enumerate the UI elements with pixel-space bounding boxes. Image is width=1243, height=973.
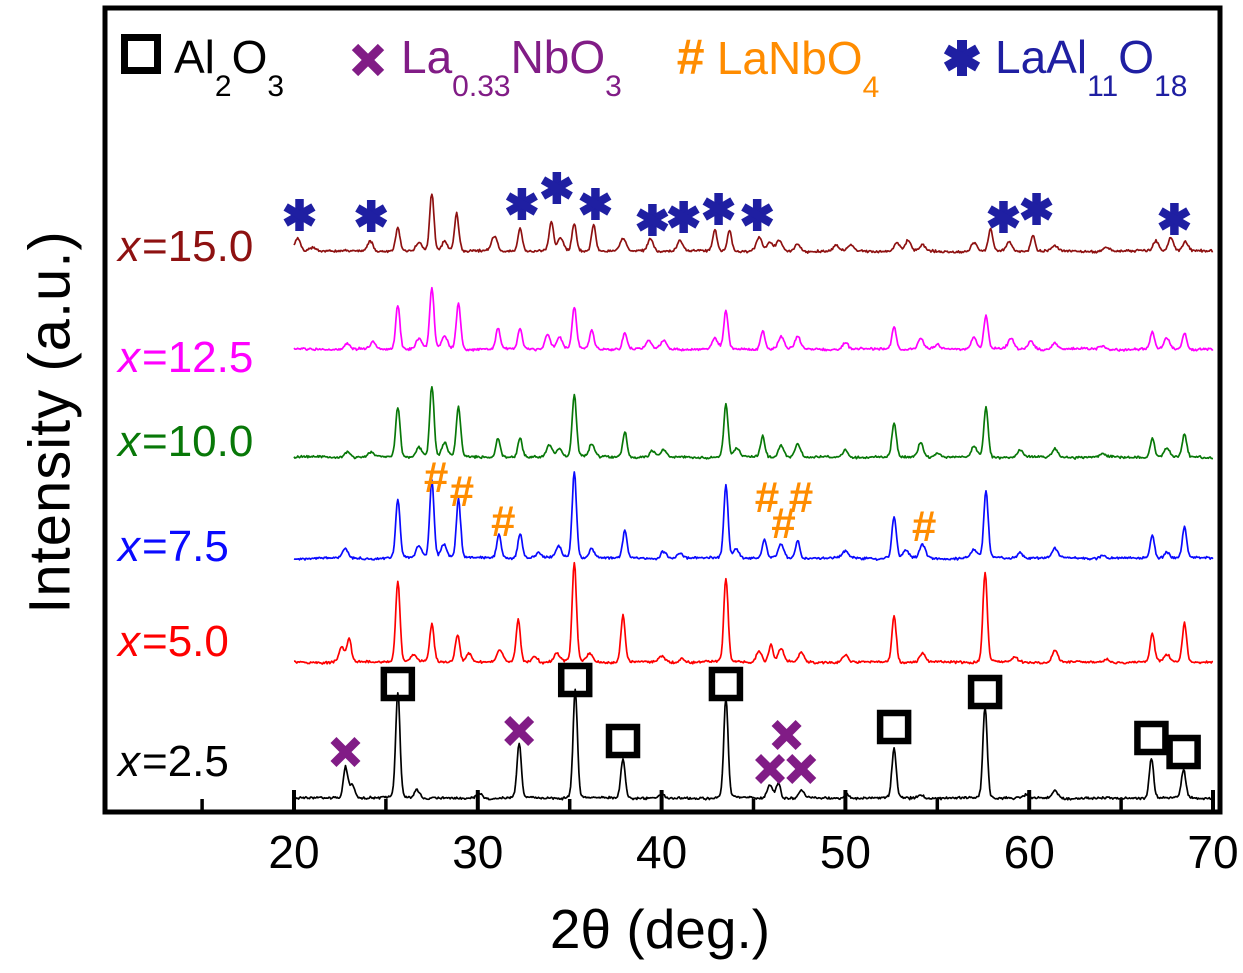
trace-label-value: =12.5 <box>142 333 254 382</box>
markers-cross <box>330 715 817 785</box>
trace-x=2.5 <box>293 688 1214 812</box>
x-tick-label: 40 <box>636 826 687 878</box>
square-marker-icon <box>380 666 416 702</box>
formula-subscript: 0.33 <box>452 70 511 104</box>
formula-text: Al <box>174 31 215 83</box>
trace-label-variable: x <box>118 222 140 271</box>
trace-label-x=15.0: x=15.0 <box>118 222 253 272</box>
square-marker-icon <box>121 34 161 74</box>
formula-subscript: 3 <box>605 70 622 104</box>
markers-asterisk <box>283 172 1191 236</box>
trace-label-value: =15.0 <box>142 222 254 271</box>
formula-text: LaAl <box>995 31 1088 83</box>
trace-x=5.0 <box>293 561 1214 665</box>
square-marker-icon <box>876 709 912 745</box>
trace-label-value: =5.0 <box>142 617 229 666</box>
trace-label-x=10.0: x=10.0 <box>118 417 253 467</box>
trace-label-variable: x <box>118 617 140 666</box>
hash-marker-icon: # <box>788 473 813 522</box>
formula-text: O <box>231 31 268 83</box>
legend-item-LaNbO4: # LaNbO4 <box>676 29 880 105</box>
square-marker-icon <box>967 674 1003 710</box>
formula-text: La <box>401 31 453 83</box>
legend-item-Al2O3: Al2O3 <box>121 30 285 104</box>
trace-label-x=5.0: x=5.0 <box>118 617 229 667</box>
trace-label-variable: x <box>118 737 140 786</box>
trace-label-variable: x <box>118 417 140 466</box>
square-marker-icon <box>708 666 744 702</box>
trace-x=7.5 <box>293 471 1214 561</box>
x-tick-label: 70 <box>1187 826 1238 878</box>
x-tick-label: 60 <box>1004 826 1055 878</box>
trace-x=15.0 <box>293 193 1214 254</box>
formula-text: NbO <box>510 31 606 83</box>
trace-label-x=2.5: x=2.5 <box>118 737 229 787</box>
hash-marker-icon: # <box>771 499 796 548</box>
x-tick-label: 50 <box>820 826 871 878</box>
asterisk-marker-icon <box>943 40 981 76</box>
hash-marker-icon: # <box>449 467 474 516</box>
formula-subscript: 18 <box>1154 70 1188 104</box>
x-tick-label: 30 <box>452 826 503 878</box>
hash-marker-icon: # <box>676 29 704 85</box>
hash-marker-icon: # <box>490 497 515 546</box>
trace-x=12.5 <box>293 286 1214 352</box>
formula-text: LaNbO <box>716 32 863 84</box>
trace-label-x=7.5: x=7.5 <box>118 522 229 572</box>
plot-border <box>102 5 1223 815</box>
trace-label-value: =2.5 <box>142 737 229 786</box>
hash-marker-icon: # <box>423 453 448 502</box>
trace-label-variable: x <box>118 333 140 382</box>
x-tick-label: 20 <box>268 826 319 878</box>
trace-label-x=12.5: x=12.5 <box>118 333 253 383</box>
x-axis-ticks: 20 30 40 50 60 70 <box>200 790 1239 878</box>
hash-marker-icon: # <box>911 502 936 551</box>
square-marker-icon <box>1134 720 1169 756</box>
markers-open-square <box>380 662 1201 770</box>
square-marker-icon <box>557 662 593 698</box>
formula-subscript: 3 <box>267 70 285 104</box>
trace-label-value: =7.5 <box>142 522 229 571</box>
trace-x=10.0 <box>293 385 1214 460</box>
markers-hash: # ## #### <box>423 453 936 551</box>
square-marker-icon <box>1166 734 1201 770</box>
y-axis-title: Intensity (a.u.) <box>17 230 83 614</box>
square-marker-icon <box>605 723 641 759</box>
hash-marker-icon: # <box>754 473 779 522</box>
trace-label-value: =10.0 <box>142 417 254 466</box>
formula-subscript: 2 <box>214 70 232 104</box>
x-axis-title: 2θ (deg.) <box>549 898 771 960</box>
legend-item-LaAl11O18: LaAl11O18 <box>942 30 1188 104</box>
cross-marker-icon <box>351 43 385 77</box>
formula-subscript: 4 <box>862 71 880 105</box>
formula-text: O <box>1118 31 1155 83</box>
trace-label-variable: x <box>118 522 140 571</box>
formula-subscript: 11 <box>1087 70 1119 104</box>
legend-item-La0.33NbO3: La0.33NbO3 <box>348 30 622 104</box>
